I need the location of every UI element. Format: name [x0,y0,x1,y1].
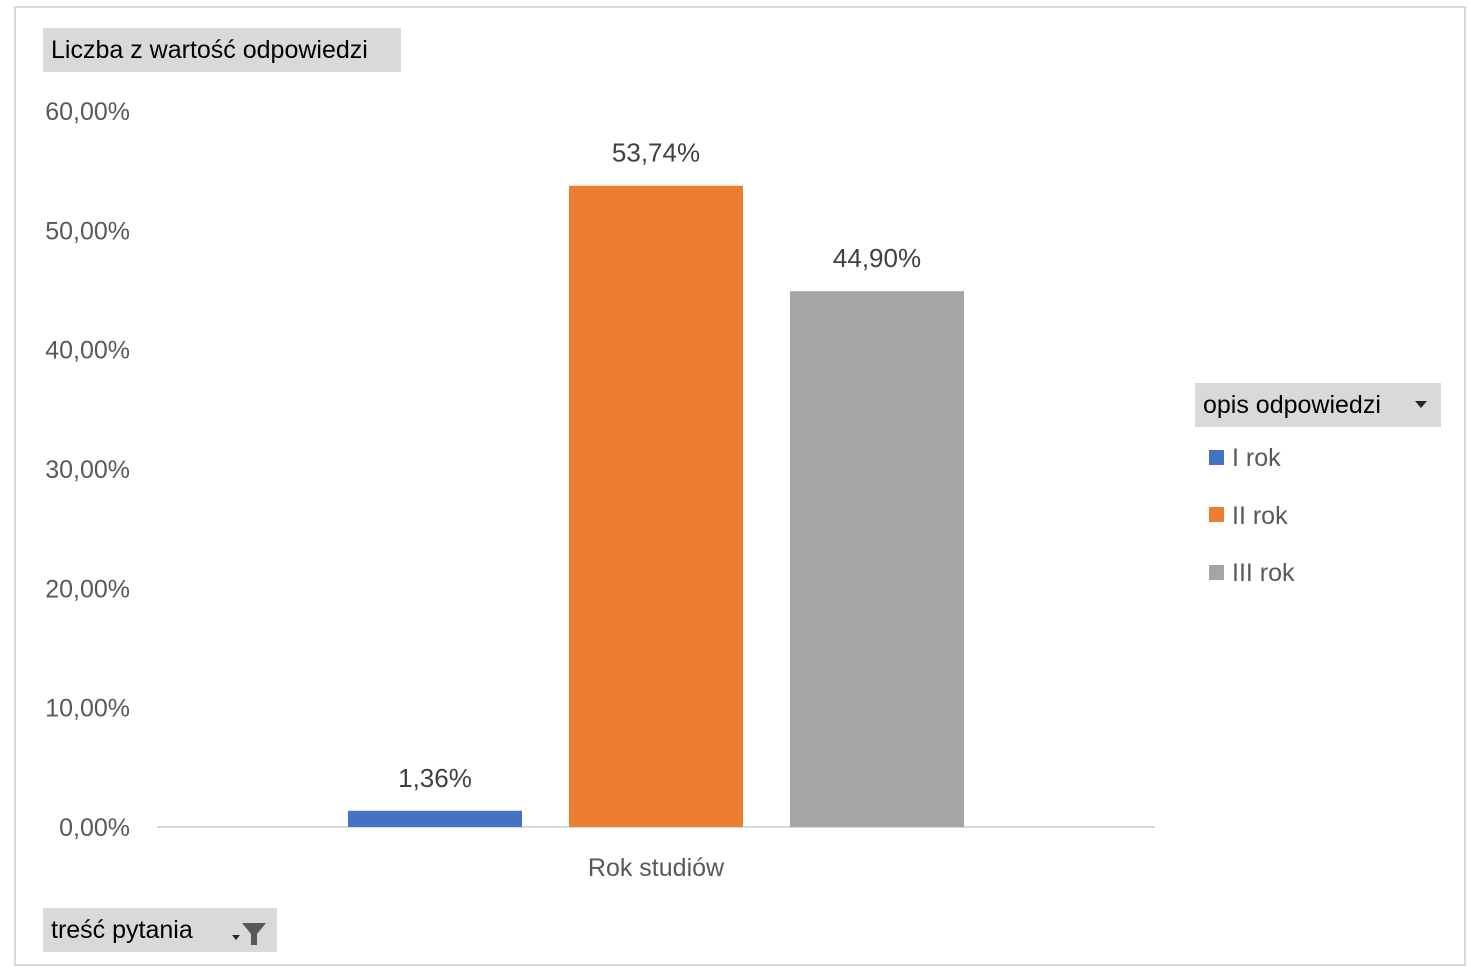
legend-field-label: opis odpowiedzi [1203,391,1381,419]
legend-item[interactable]: I rok [1209,443,1281,473]
data-label: 53,74% [612,138,700,168]
legend-swatch [1209,564,1224,580]
y-tick-label: 40,00% [45,337,130,365]
filter-field-label: treść pytania [51,916,193,944]
y-tick-label: 0,00% [59,814,130,842]
y-tick-label: 30,00% [45,456,130,484]
bar-i-rok[interactable] [348,810,522,827]
value-field-label: Liczba z wartość odpowiedzi [51,36,368,64]
y-tick-label: 60,00% [45,98,130,126]
filter-icon[interactable] [231,917,267,961]
bar-iii-rok[interactable] [790,291,964,827]
data-label: 44,90% [833,243,921,273]
legend-item[interactable]: II rok [1209,501,1288,531]
y-tick-label: 20,00% [45,575,130,603]
legend-label: II rok [1232,501,1288,530]
x-category-label: Rok studiów [588,854,725,882]
bar-ii-rok[interactable] [569,185,743,828]
filter-field-button[interactable]: treść pytania [43,908,277,952]
legend-swatch [1209,507,1224,523]
legend-label: I rok [1232,444,1281,472]
data-label: 1,36% [398,763,472,793]
legend-item[interactable]: III rok [1209,558,1295,588]
legend-swatch [1209,449,1224,465]
value-field-button[interactable]: Liczba z wartość odpowiedzi [43,28,401,72]
dropdown-arrow-icon[interactable] [1415,401,1427,408]
y-tick-label: 10,00% [45,695,130,723]
legend-label: III rok [1232,559,1295,587]
y-tick-label: 50,00% [45,217,130,245]
legend-field-button[interactable]: opis odpowiedzi [1195,383,1441,427]
